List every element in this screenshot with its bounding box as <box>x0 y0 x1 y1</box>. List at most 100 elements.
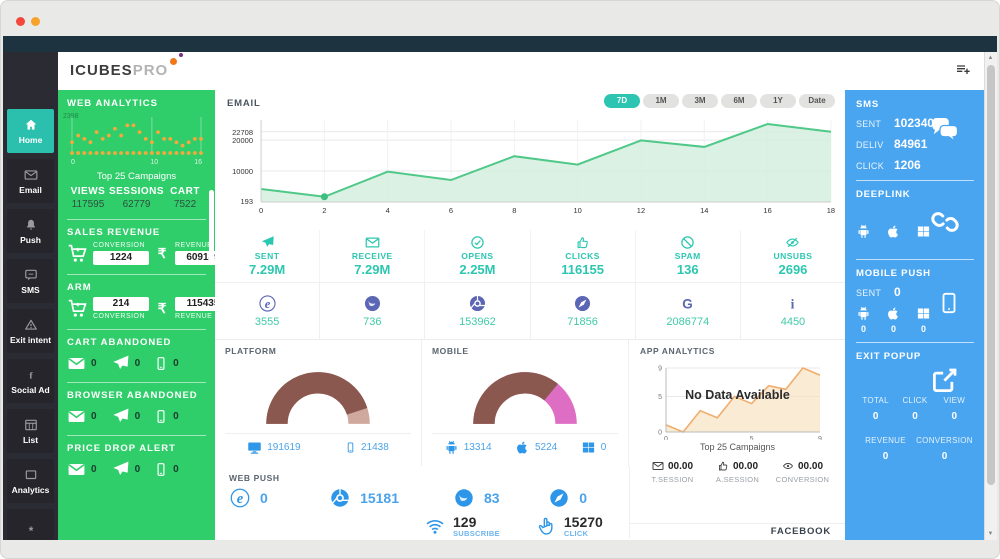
range-1y-button[interactable]: 1Y <box>760 94 796 108</box>
link-icon <box>930 207 960 237</box>
count: 0 <box>91 464 97 475</box>
subscribe-value: 129 <box>453 514 477 530</box>
sidebar-item-home[interactable]: Home <box>7 109 54 153</box>
svg-text:9: 9 <box>818 436 822 440</box>
browser-firefox: 736 <box>319 283 424 339</box>
paper-plane-icon <box>260 235 275 250</box>
stat-label: CART <box>170 186 200 197</box>
arm-revenue-value: 115435 <box>175 297 215 311</box>
sms-sent-label: SENT <box>856 119 882 129</box>
envelope-icon <box>67 407 86 426</box>
email-chart-y-axis: 22708 20000 10000 193 <box>219 118 255 207</box>
chrome-icon <box>468 294 487 313</box>
sidebar-item-push[interactable]: Push <box>7 209 54 253</box>
x-tick: 16 <box>194 159 202 166</box>
envelope-icon <box>67 354 86 373</box>
window-close-button[interactable] <box>16 17 25 26</box>
campaign-caption: Top 25 Campaigns <box>96 171 177 182</box>
range-3m-button[interactable]: 3M <box>682 94 718 108</box>
sidebar-item-social-ad[interactable]: f Social Ad <box>7 359 54 403</box>
windows-icon <box>916 224 931 239</box>
exit-popup-title: EXIT POPUP <box>856 351 922 362</box>
sidebar-item-analytics[interactable]: Analytics <box>7 459 54 503</box>
svg-text:0: 0 <box>658 430 662 437</box>
asterisk-icon: * <box>24 524 38 538</box>
browser-abandoned-title: BROWSER ABANDONED <box>67 390 198 401</box>
scroll-down-arrow[interactable]: ▼ <box>987 531 994 537</box>
os-count: 0 <box>860 324 866 334</box>
logo-orange-dot <box>170 58 178 65</box>
google-icon: G <box>678 294 697 313</box>
os-count: 0 <box>890 324 896 334</box>
sidebar-item-sms[interactable]: SMS <box>7 259 54 303</box>
range-date-button[interactable]: Date <box>799 94 835 108</box>
sidebar-item-label: Home <box>18 134 43 145</box>
app-analytics-panel: APP ANALYTICS 0 5 9 0 5 9 No Data Available T… <box>630 340 845 524</box>
range-7d-button[interactable]: 7D <box>604 94 640 108</box>
windows-icon <box>916 306 931 321</box>
view-label: VIEW <box>943 396 966 405</box>
y-tick: 193 <box>240 197 253 207</box>
scroll-up-arrow[interactable]: ▲ <box>987 55 994 61</box>
revenue-value: 0 <box>882 451 889 462</box>
page-scrollbar[interactable]: ▲ ▼ <box>984 52 997 540</box>
brand-logo: ICUBESPRO <box>70 53 184 79</box>
svg-text:*: * <box>28 525 33 538</box>
browser-other: i 4450 <box>739 283 845 339</box>
ie-icon: e <box>258 294 277 313</box>
app-analytics-chart: 0 5 9 0 5 9 No Data Available <box>640 362 835 441</box>
range-6m-button[interactable]: 6M <box>721 94 757 108</box>
windows-icon <box>581 440 596 455</box>
dashboard-app: Home Email Push SMS Exit intent f Social… <box>3 52 997 540</box>
arm-revenue-label: REVENUE <box>175 313 213 320</box>
click-label: CLICK <box>902 396 928 405</box>
mobile-panel: MOBILE 13314 5224 0 <box>422 340 629 466</box>
conversion-value: 1224 <box>93 251 149 265</box>
platform-panel: PLATFORM 191619 21438 <box>215 340 422 466</box>
sms-click-label: CLICK <box>856 161 885 171</box>
sms-deliv-value: 84961 <box>894 137 928 151</box>
playlist-add-icon[interactable] <box>955 62 971 78</box>
arm-row: 214 CONVERSION ₹ 115435 REVENUE <box>67 297 215 320</box>
webpush-subscribe: 129 SUBSCRIBE <box>425 514 500 538</box>
sidebar-item-more[interactable]: * <box>7 509 54 540</box>
window-minimize-button[interactable] <box>31 17 40 26</box>
platform-title: PLATFORM <box>225 346 277 356</box>
app-analytics-title: APP ANALYTICS <box>640 346 716 356</box>
app-analytics-stats: 00.00 T.SESSION 00.00 A.SESSION 00.00 CO… <box>640 460 835 485</box>
scatter-plot <box>70 117 203 155</box>
rupee-icon: ₹ <box>154 243 170 264</box>
deeplink-title: DEEPLINK <box>856 189 911 200</box>
count: 0 <box>173 358 179 369</box>
email-section-title: EMAIL <box>227 98 261 109</box>
table-icon <box>24 418 38 432</box>
mobile-icon <box>154 407 168 426</box>
facebook-icon: f <box>24 368 38 382</box>
desktop-icon <box>247 440 262 455</box>
sidebar-item-list[interactable]: List <box>7 409 54 453</box>
count: 0 <box>134 411 141 422</box>
sidebar-item-label: Analytics <box>11 484 50 495</box>
thumb-icon <box>717 460 729 472</box>
green-panel-scrollbar-thumb[interactable] <box>209 190 214 262</box>
stat-value: 136 <box>676 262 699 277</box>
scrollbar-thumb[interactable] <box>986 65 995 485</box>
home-icon <box>24 118 38 132</box>
stat-value: 2.25M <box>459 262 496 277</box>
sidebar-item-email[interactable]: Email <box>7 159 54 203</box>
webpush-ie-value: 0 <box>260 490 268 506</box>
browser-value: 71856 <box>567 316 598 328</box>
chat-bubbles-icon <box>930 113 960 143</box>
count: 0 <box>91 411 97 422</box>
svg-text:e: e <box>264 297 270 311</box>
sidebar-item-exit-intent[interactable]: Exit intent <box>7 309 54 353</box>
bell-icon <box>24 218 38 232</box>
warning-icon <box>24 318 38 332</box>
email-stats-row: SENT 7.29M RECEIVE 7.29M OPENS 2.25M CLI… <box>215 230 845 283</box>
mobile-android-value: 13314 <box>463 442 492 453</box>
stat-receive: RECEIVE 7.29M <box>319 230 424 282</box>
range-1m-button[interactable]: 1M <box>643 94 679 108</box>
browser-google: G 2086774 <box>634 283 740 339</box>
stat-label: SENT <box>254 251 280 261</box>
cart-icon <box>67 298 88 319</box>
